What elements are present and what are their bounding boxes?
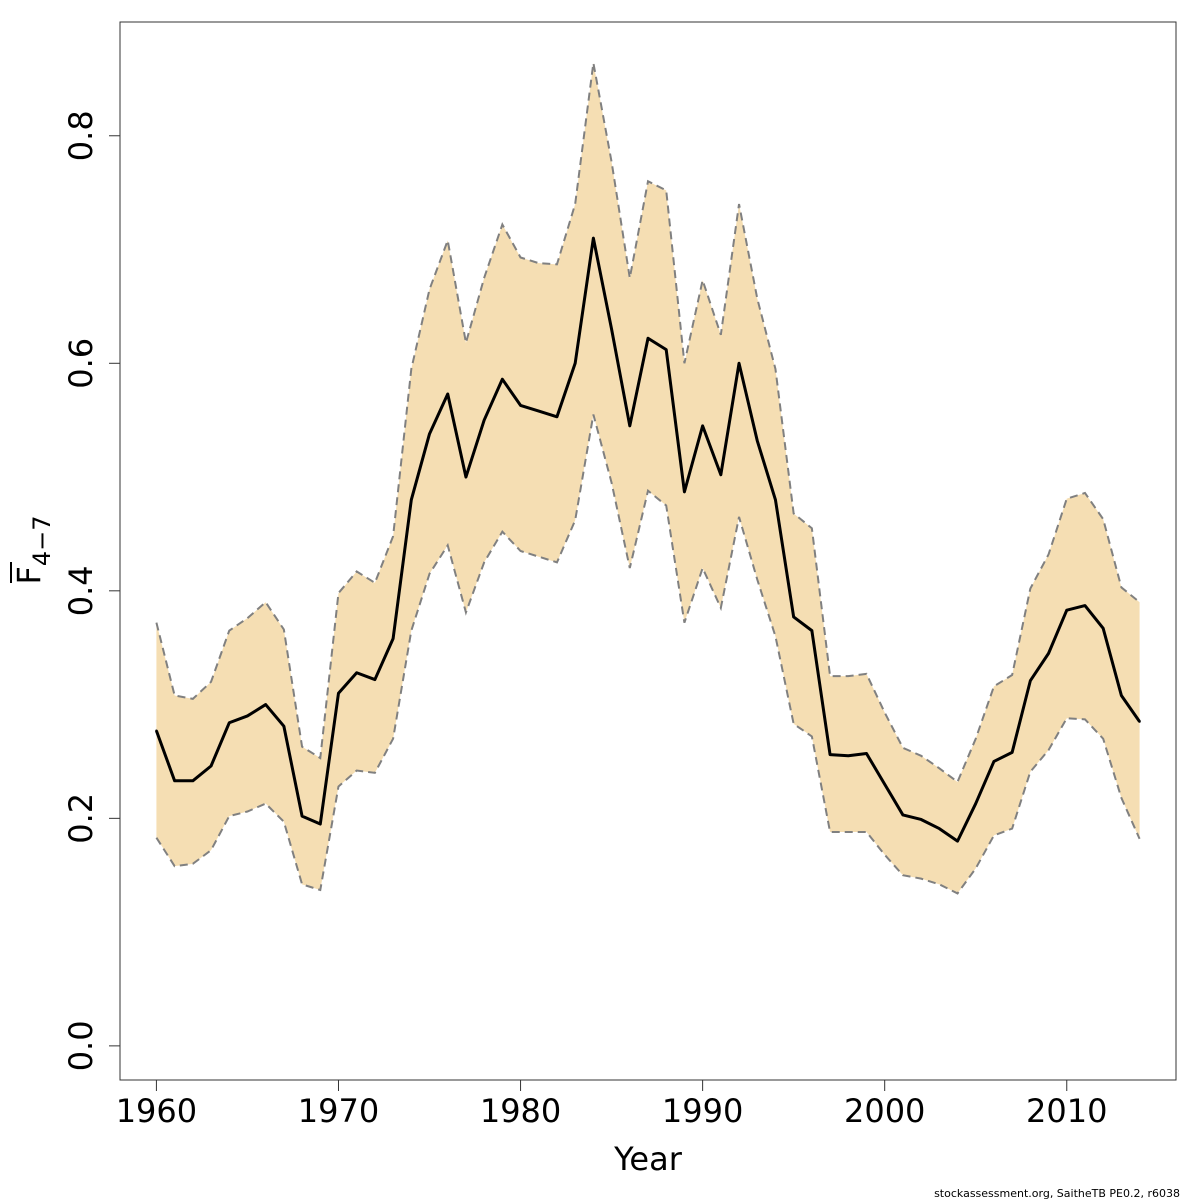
estimate-point-1965 (246, 714, 249, 718)
lower-bound-line (155, 414, 1141, 895)
estimate-point-1978 (482, 418, 486, 422)
y-tick-label-0.6: 0.6 (62, 338, 100, 389)
estimate-point-1988 (665, 348, 668, 351)
confidence-band-layer (156, 62, 1140, 894)
estimate-point-1981 (537, 409, 540, 413)
estimate-point-1977 (464, 475, 468, 479)
estimate-point-1999 (865, 752, 868, 755)
estimate-points-layer (155, 236, 1141, 843)
estimate-point-1995 (792, 615, 795, 619)
y-tick-label-0.8: 0.8 (62, 110, 100, 161)
x-tick-label-1990: 1990 (662, 1092, 743, 1130)
x-tick-label-1970: 1970 (298, 1092, 379, 1130)
estimate-point-1987 (646, 337, 650, 340)
estimate-point-1993 (756, 439, 759, 442)
estimate-point-2007 (1010, 751, 1014, 754)
x-tick-label-1980: 1980 (480, 1092, 561, 1130)
estimate-point-1968 (300, 814, 304, 818)
y-tick-label-0.0: 0.0 (62, 1020, 100, 1071)
estimate-point-1984 (592, 236, 595, 240)
y-tick-label-0.2: 0.2 (62, 793, 100, 844)
estimate-point-2008 (1029, 679, 1032, 682)
estimate-point-2013 (1120, 694, 1123, 697)
estimate-point-2006 (992, 760, 996, 763)
x-tick-label-1960: 1960 (116, 1092, 197, 1130)
estimate-point-1966 (264, 703, 267, 706)
x-axis-title: Year (613, 1140, 683, 1178)
estimate-point-1985 (610, 327, 613, 331)
estimate-point-1972 (373, 678, 377, 681)
estimate-point-1971 (355, 671, 358, 674)
estimate-point-1996 (810, 629, 814, 632)
estimate-point-2003 (938, 827, 941, 830)
estimate-point-1973 (391, 637, 395, 640)
estimate-point-1986 (628, 424, 631, 428)
estimate-point-2010 (1065, 608, 1068, 612)
estimate-point-1991 (719, 473, 723, 476)
estimate-point-2000 (883, 783, 886, 786)
estimate-point-2014 (1138, 720, 1141, 723)
x-tick-label-2000: 2000 (844, 1092, 925, 1130)
estimate-point-1997 (828, 753, 832, 756)
y-axis-title-subscript: 4−7 (28, 515, 56, 566)
y-axis: 0.0 0.2 0.4 0.6 0.8 (62, 110, 121, 1071)
estimate-point-1969 (319, 822, 322, 826)
estimate-point-2002 (919, 818, 923, 821)
estimate-point-1979 (501, 378, 504, 381)
estimate-point-1983 (573, 362, 577, 365)
y-axis-title-main: F (10, 566, 48, 584)
estimate-point-1975 (428, 432, 431, 436)
footer-credit: stockassessment.org, SaitheTB PE0.2, r60… (934, 1187, 1180, 1200)
estimate-point-1967 (282, 724, 286, 728)
y-axis-title: F4−7 (10, 515, 56, 585)
estimate-point-1974 (410, 498, 413, 502)
estimate-point-2004 (956, 839, 959, 843)
estimate-point-1960 (155, 729, 158, 732)
upper-bound-line (155, 62, 1141, 784)
estimate-point-2005 (974, 802, 977, 805)
estimate-point-1961 (173, 779, 176, 783)
svg-text:F4−7: F4−7 (10, 515, 56, 584)
estimate-point-2009 (1047, 652, 1050, 655)
confidence-bounds-layer (155, 62, 1141, 895)
estimate-point-1962 (191, 779, 195, 783)
confidence-band (156, 62, 1140, 894)
estimate-point-1976 (446, 392, 449, 396)
estimate-point-1992 (737, 362, 741, 365)
estimate-point-1998 (847, 754, 850, 757)
estimate-point-1990 (701, 424, 704, 428)
x-tick-label-2010: 2010 (1026, 1092, 1107, 1130)
estimate-point-2001 (901, 813, 905, 817)
estimate-point-2011 (1083, 604, 1087, 607)
estimate-point-1989 (683, 490, 686, 494)
estimate-point-1963 (209, 764, 213, 768)
estimate-point-1982 (555, 415, 559, 418)
x-axis: 1960 1970 1980 1990 2000 2010 (116, 1079, 1107, 1130)
estimate-point-1980 (519, 404, 522, 407)
y-tick-label-0.4: 0.4 (62, 565, 100, 616)
estimate-point-1970 (337, 692, 340, 695)
estimate-point-2012 (1101, 627, 1105, 630)
estimate-point-1964 (228, 721, 231, 724)
estimate-point-1994 (774, 498, 777, 502)
